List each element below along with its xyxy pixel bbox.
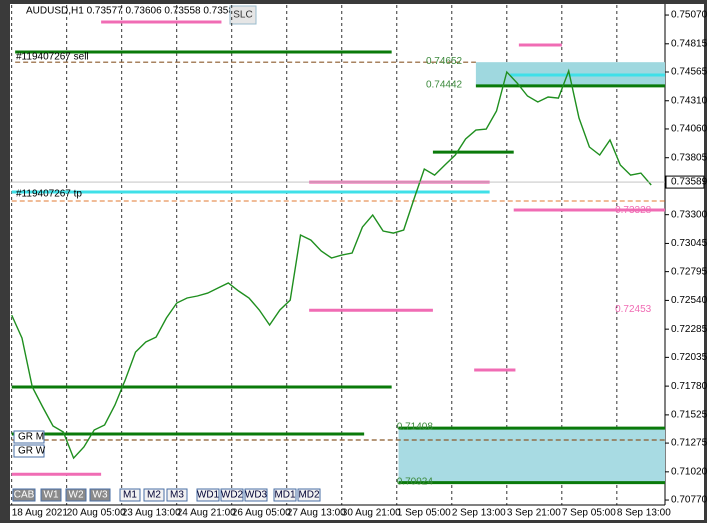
toolbar-button-label[interactable]: WD2 [221,490,244,501]
toolbar-button-label[interactable]: CAB [14,490,35,501]
x-tick-label: 23 Aug 13:00 [122,508,181,519]
x-tick-label: 3 Sep 21:00 [507,508,561,519]
y-tick-label: 0.71525 [671,410,707,421]
toolbar-button-label[interactable]: MD1 [274,490,296,501]
toolbar-button-label[interactable]: W2 [69,490,84,501]
toolbar-button-label[interactable]: WD1 [197,490,220,501]
toolbar-button-label[interactable]: W1 [44,490,59,501]
level-label: 0.74652 [426,56,463,67]
y-tick-label: 0.75070 [671,10,707,21]
order-label: #119407267 tp [16,189,82,200]
y-tick-label: 0.71020 [671,466,707,477]
x-tick-label: 20 Aug 05:00 [67,508,126,519]
slc-label[interactable]: SLC [233,10,252,21]
toolbar-button-label[interactable]: WD3 [245,490,268,501]
level-label: 0.71408 [397,422,434,433]
x-tick-label: 1 Sep 05:00 [397,508,451,519]
current-price-label: 0.73589 [671,177,707,188]
toolbar-button[interactable] [244,488,268,502]
y-tick-label: 0.73045 [671,238,707,249]
tag-box [13,430,45,444]
toolbar-button[interactable] [89,488,111,502]
tag: GR M [18,432,44,443]
current-price-box [665,175,705,189]
y-tick-label: 0.72285 [671,324,707,335]
tag-box [13,444,45,458]
toolbar-button[interactable] [297,488,321,502]
x-tick-label: 30 Aug 21:00 [342,508,401,519]
toolbar-button[interactable] [119,488,141,502]
y-tick-label: 0.73805 [671,152,707,163]
toolbar-button[interactable] [40,488,62,502]
y-tick-label: 0.74310 [671,95,707,106]
toolbar-button[interactable] [196,488,220,502]
order-label: #119407267 sell [16,52,89,63]
x-tick-label: 18 Aug 2021 [12,508,69,519]
y-tick-label: 0.71275 [671,438,707,449]
x-tick-label: 26 Aug 05:00 [232,508,291,519]
y-tick-label: 0.74565 [671,67,707,78]
x-tick-label: 27 Aug 13:00 [287,508,346,519]
level-label: 0.70924 [397,476,434,487]
level-label: 0.74442 [426,80,463,91]
toolbar-button[interactable] [220,488,244,502]
slc-button[interactable] [229,5,257,25]
y-tick-label: 0.72795 [671,266,707,277]
level-label: 0.73328 [615,205,652,216]
toolbar-button[interactable] [143,488,165,502]
y-tick-label: 0.74815 [671,38,707,49]
tag: GR W [18,446,46,457]
toolbar-button[interactable] [166,488,188,502]
x-tick-label: 7 Sep 05:00 [562,508,616,519]
toolbar-button[interactable] [65,488,87,502]
toolbar-button-label[interactable]: M1 [123,490,137,501]
level-label: 0.72453 [615,304,652,315]
y-tick-label: 0.72540 [671,295,707,306]
toolbar-button-label[interactable]: M2 [147,490,161,501]
toolbar-button[interactable] [273,488,297,502]
y-tick-label: 0.72035 [671,352,707,363]
y-tick-label: 0.73300 [671,209,707,220]
y-tick-label: 0.71780 [671,381,707,392]
price-line [11,68,652,460]
toolbar-button-label[interactable]: M3 [170,490,184,501]
toolbar-button[interactable] [12,488,36,502]
x-tick-label: 24 Aug 21:00 [177,508,236,519]
x-tick-label: 2 Sep 13:00 [452,508,506,519]
y-tick-label: 0.70770 [671,495,707,506]
toolbar-button-label[interactable]: MD2 [298,490,320,501]
toolbar-button-label[interactable]: W3 [93,490,108,501]
y-tick-label: 0.74060 [671,124,707,135]
chart-title: AUDUSD,H1 0.73577 0.73606 0.73558 0.7358… [26,6,240,17]
zone [398,428,665,483]
x-tick-label: 8 Sep 13:00 [617,508,671,519]
